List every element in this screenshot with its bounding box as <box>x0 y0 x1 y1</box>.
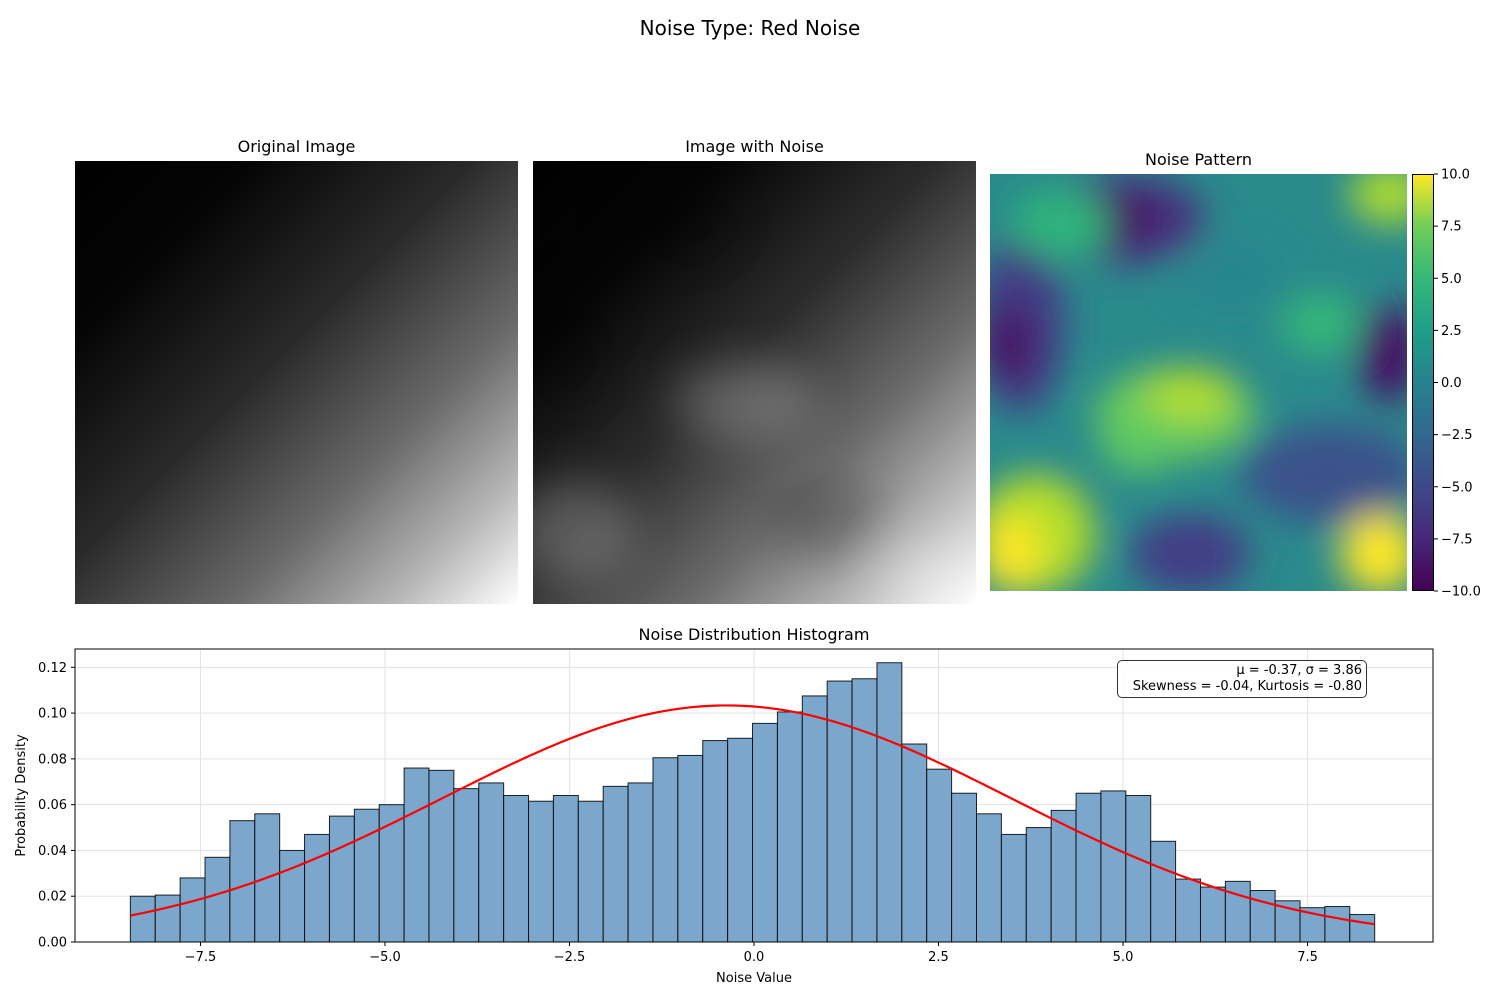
x-tick-label: 2.5 <box>928 950 949 965</box>
y-tick-label: 0.10 <box>38 707 67 722</box>
histogram-bar <box>428 769 455 943</box>
colorbar-tick-label: 0.0 <box>1441 376 1462 391</box>
histogram-bar <box>478 782 505 943</box>
histogram-bar <box>951 792 978 943</box>
histogram-bar <box>752 722 778 943</box>
histogram-bar <box>378 804 405 943</box>
histogram-title: Noise Distribution Histogram <box>638 625 870 644</box>
colorbar-tick-label: 2.5 <box>1441 324 1462 339</box>
histogram-bar <box>702 740 729 943</box>
noise-pattern-title: Noise Pattern <box>1144 150 1253 169</box>
normal-fit-curve <box>130 704 1375 926</box>
histogram-bar <box>453 788 480 943</box>
histogram-bar <box>652 757 679 943</box>
histogram-bar <box>876 662 903 943</box>
original-image <box>75 161 518 604</box>
y-tick-label: 0.04 <box>38 844 67 859</box>
histogram-bar <box>801 695 828 943</box>
histogram-bar <box>403 767 430 943</box>
histogram-bar <box>1100 790 1127 943</box>
colorbar-tick-label: 5.0 <box>1441 272 1462 287</box>
x-tick-label: −7.5 <box>185 950 217 965</box>
histogram-bar <box>976 813 1002 943</box>
y-tick-label: 0.06 <box>38 798 67 813</box>
colorbar-axis: 10.0 7.5 5.0 2.5 0.0 −2.5 −5.0 −7.5 −10.0 <box>1434 168 1481 600</box>
x-tick-label: 5.0 <box>1113 950 1134 965</box>
original-image-title: Original Image <box>237 137 356 156</box>
histogram-bar <box>129 895 156 943</box>
x-axis-label: Noise Value <box>716 971 792 986</box>
histogram-chart: −7.5 −5.0 −2.5 0.0 2.5 5.0 7.5 0.00 0.02 0.04 0.0… <box>14 648 1434 986</box>
noisy-image <box>533 161 976 604</box>
histogram-bar <box>154 894 181 943</box>
x-tick-label: −5.0 <box>369 950 401 965</box>
histogram-bar <box>602 785 629 943</box>
histogram-bar <box>328 815 355 943</box>
colorbar-tick-label: 7.5 <box>1441 220 1462 235</box>
histogram-bar <box>1199 886 1226 943</box>
histogram-bar <box>353 808 380 943</box>
histogram-bar <box>229 820 256 943</box>
histogram-bar <box>926 768 953 943</box>
y-tick-label: 0.08 <box>38 752 67 767</box>
colorbar-tick-label: −7.5 <box>1441 532 1473 547</box>
y-tick-label: 0.12 <box>38 661 67 676</box>
x-tick-label: −2.5 <box>554 950 586 965</box>
colorbar-tick-label: −5.0 <box>1441 480 1473 495</box>
stats-box: μ = -0.37, σ = 3.86 Skewness = -0.04, Ku… <box>1117 660 1367 698</box>
histogram-bar <box>1349 914 1376 943</box>
colorbar-tick-label: −2.5 <box>1441 428 1473 443</box>
histogram-bar <box>179 877 206 943</box>
histogram-bar <box>1025 827 1052 943</box>
stats-mean-sigma: μ = -0.37, σ = 3.86 <box>1236 663 1362 678</box>
histogram-bar <box>727 737 754 943</box>
colorbar-tick-label: −10.0 <box>1441 585 1481 600</box>
histogram-bar <box>1324 906 1351 943</box>
histogram-bar <box>528 800 554 943</box>
histogram-bar <box>204 856 231 943</box>
stats-skew-kurtosis: Skewness = -0.04, Kurtosis = -0.80 <box>1132 679 1362 694</box>
colorbar-tick-label: 10.0 <box>1441 168 1470 183</box>
noisy-image-title: Image with Noise <box>685 137 824 156</box>
x-tick-label: 0.0 <box>744 950 765 965</box>
histogram-bar <box>304 833 330 943</box>
histogram-bar <box>503 795 530 943</box>
histogram-bar <box>1175 878 1201 943</box>
figure-title: Noise Type: Red Noise <box>639 16 861 40</box>
histogram-bar <box>901 743 928 943</box>
histogram-bar <box>1050 809 1077 943</box>
y-axis-label: Probability Density <box>14 734 29 857</box>
histogram-bar <box>677 754 704 943</box>
histogram-bar <box>1000 833 1027 943</box>
y-tick-label: 0.00 <box>38 936 67 951</box>
histogram-bar <box>577 800 604 943</box>
colorbar <box>1412 174 1434 591</box>
histogram-bar <box>552 795 579 943</box>
histogram-bar <box>851 678 878 943</box>
histogram-bar <box>1075 792 1102 943</box>
histogram-bar <box>1224 880 1251 943</box>
noise-pattern-image <box>990 174 1407 591</box>
histogram-bar <box>776 711 803 943</box>
x-tick-label: 7.5 <box>1297 950 1318 965</box>
histogram-bar <box>1125 795 1152 943</box>
histogram-bar <box>627 782 654 943</box>
y-tick-label: 0.02 <box>38 890 67 905</box>
histogram-bar <box>1150 840 1177 943</box>
